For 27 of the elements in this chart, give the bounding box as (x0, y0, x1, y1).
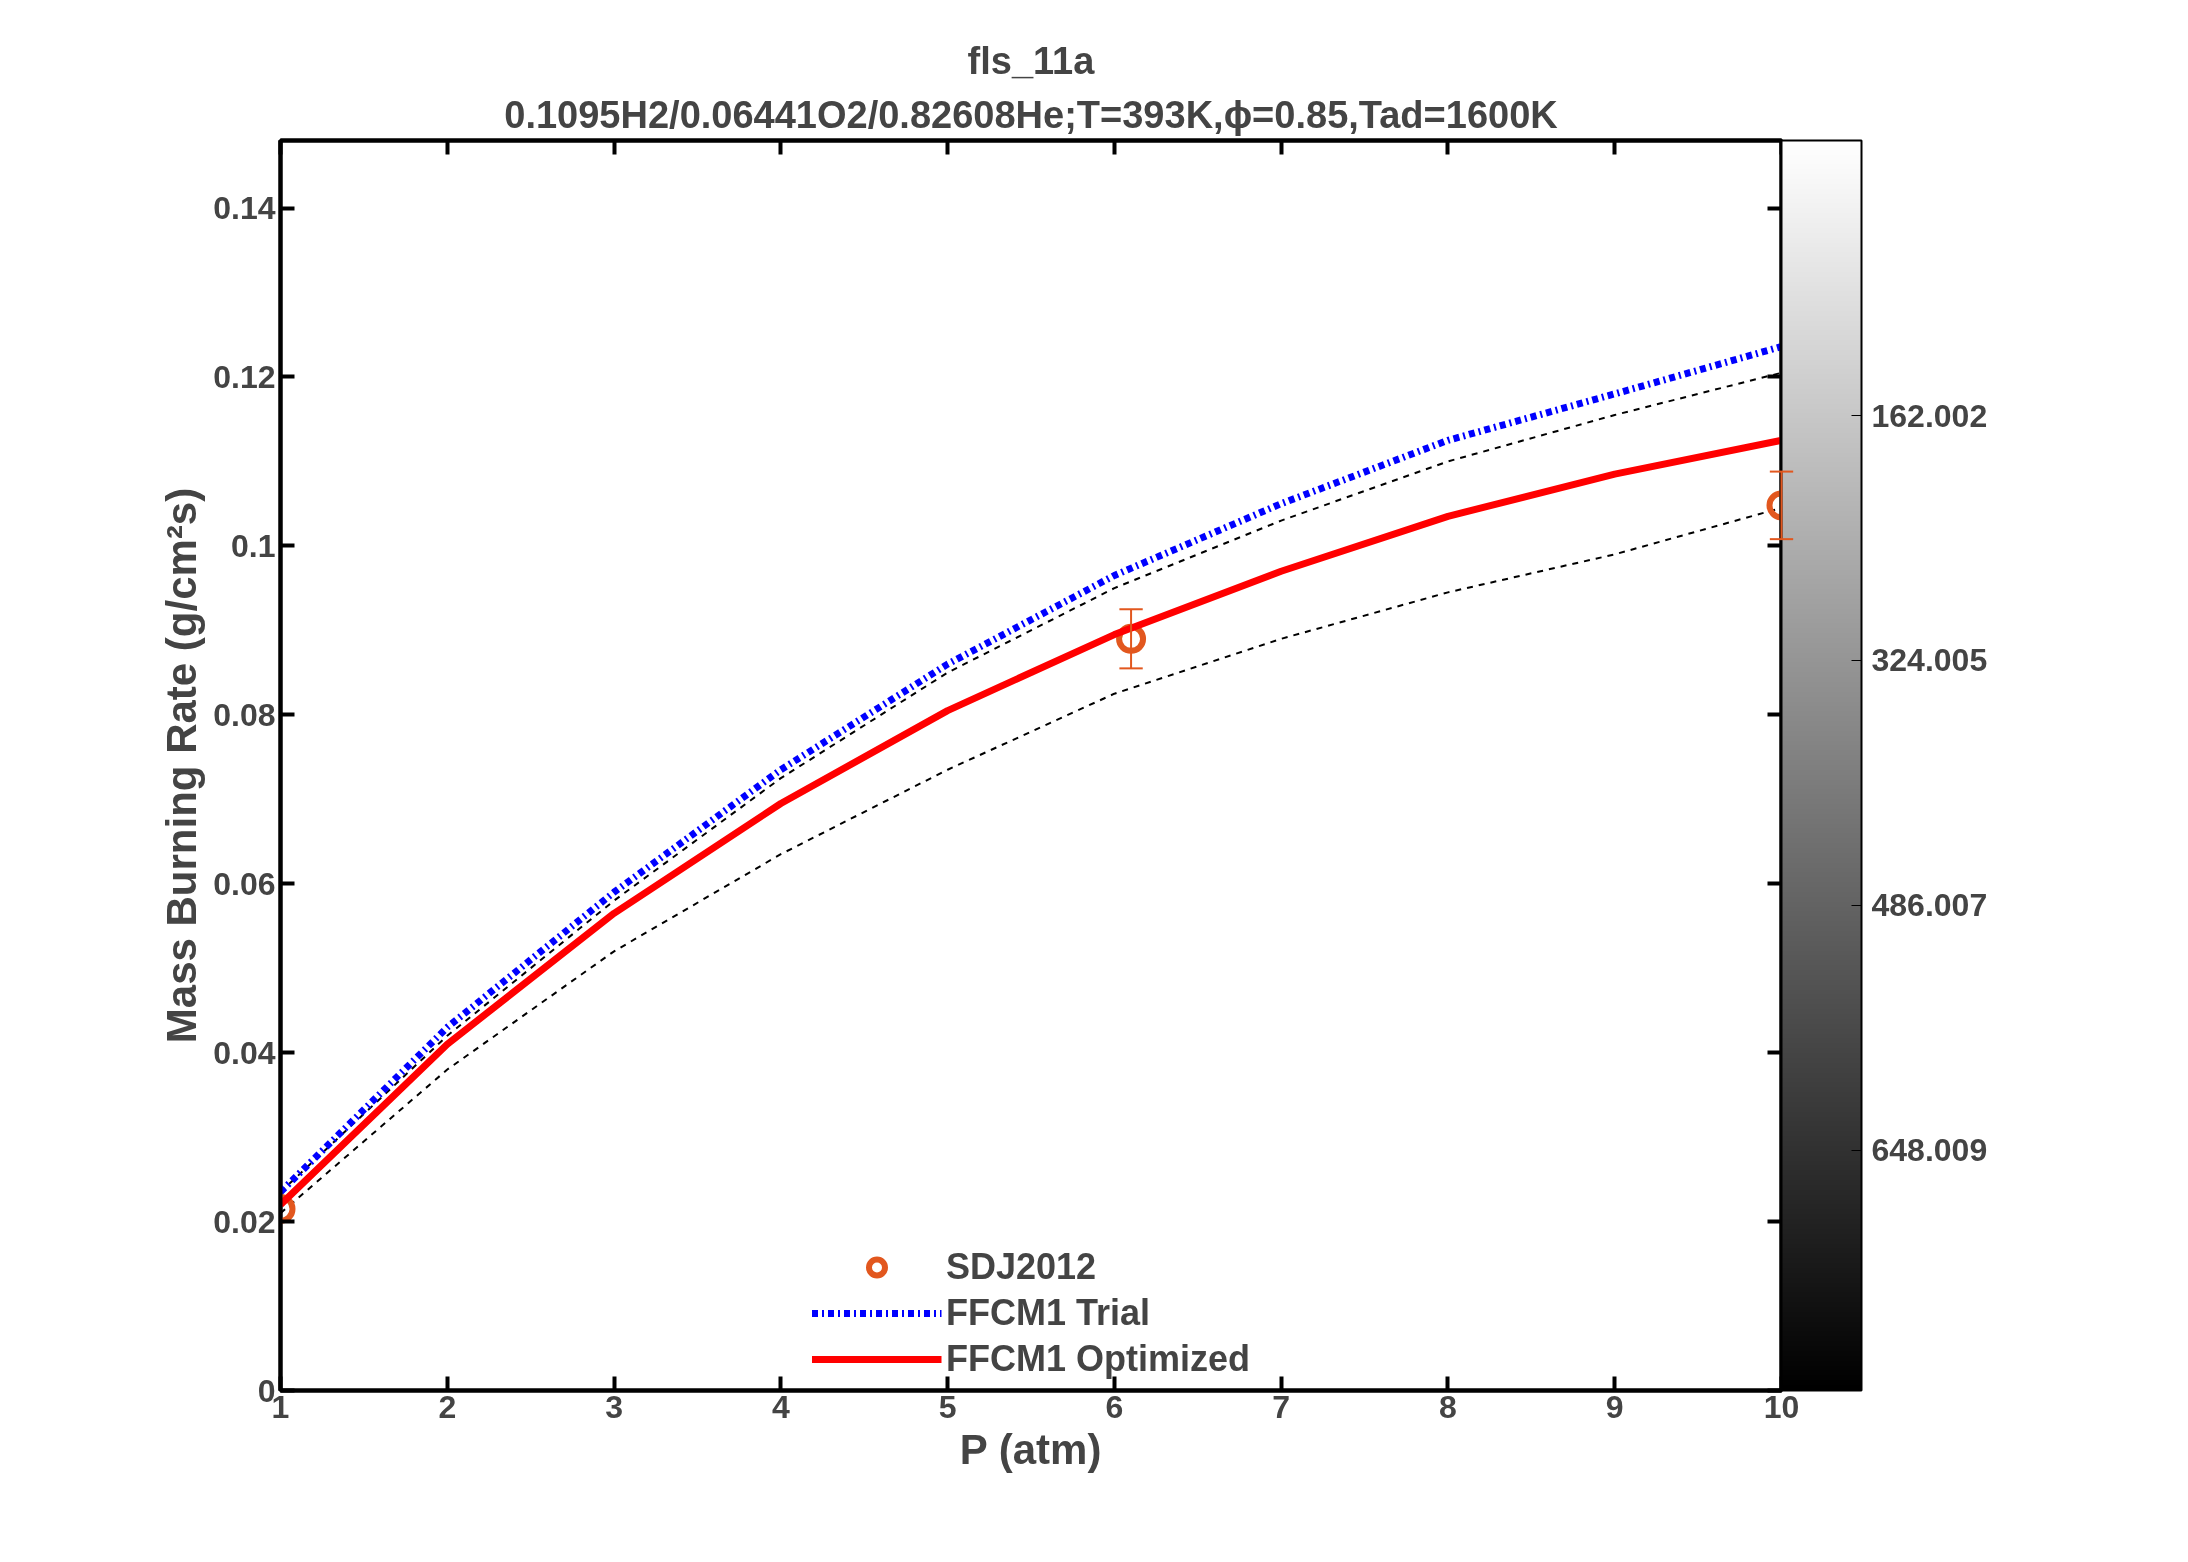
legend-label: FFCM1 Optimized (946, 1338, 1250, 1380)
y-tick-label: 0.02 (213, 1203, 276, 1240)
x-tick-label: 6 (1105, 1388, 1124, 1425)
chart-title: fls_11a (967, 39, 1096, 82)
x-tick-label: 4 (771, 1388, 790, 1425)
legend-label: FFCM1 Trial (946, 1292, 1151, 1334)
x-tick-label: 7 (1272, 1388, 1291, 1425)
y-tick-label: 0.06 (213, 865, 276, 902)
x-tick-label: 3 (605, 1388, 623, 1425)
y-tick-label: 0.08 (213, 696, 276, 733)
y-tick-label: 0.04 (213, 1034, 276, 1071)
x-tick-label: 8 (1439, 1388, 1457, 1425)
chart-subtitle: 0.1095H2/0.06441O2/0.82608He;T=393K,ϕ=0.85,Tad=1600K (504, 93, 1559, 136)
x-axis-title: P (atm) (959, 1425, 1102, 1473)
x-tick-label: 2 (438, 1388, 457, 1425)
x-tick-label: 5 (938, 1388, 957, 1425)
y-tick-label: 0.12 (213, 358, 276, 395)
x-tick-label: 10 (1763, 1388, 1800, 1425)
color-bar-label: 486.007 (1871, 887, 1988, 924)
color-bar-label: 324.005 (1871, 642, 1988, 679)
y-axis-title: Mass Burning Rate (g/cm²s) (158, 487, 206, 1044)
x-tick-label: 9 (1605, 1388, 1624, 1425)
y-tick-label: 0.1 (231, 527, 276, 564)
legend-label: SDJ2012 (946, 1246, 1097, 1288)
color-bar-label: 648.009 (1871, 1132, 1988, 1169)
color-bar-label: 162.002 (1871, 397, 1988, 434)
y-tick-label: 0.14 (213, 190, 276, 227)
